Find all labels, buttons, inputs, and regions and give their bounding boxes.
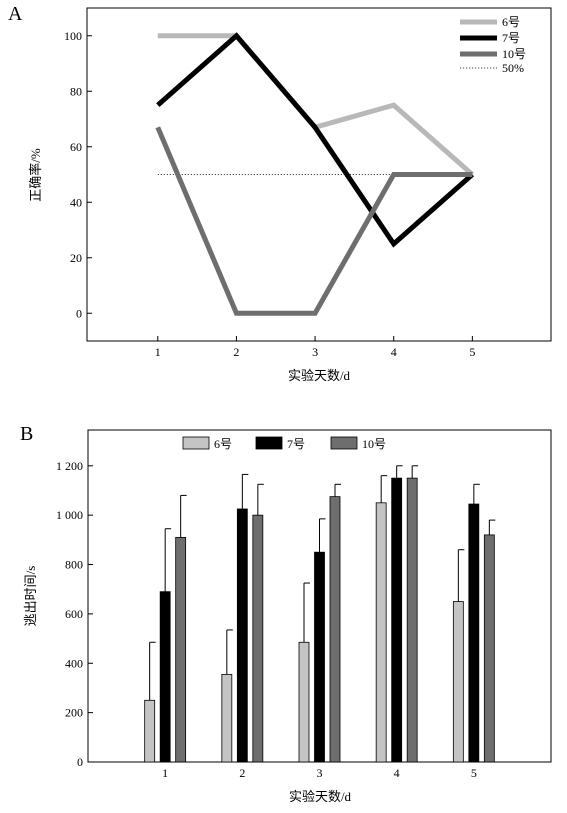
legend-swatch <box>182 436 210 450</box>
x-tick-label: 2 <box>239 766 245 780</box>
x-tick-label: 5 <box>471 766 477 780</box>
bar-series-1-day-5 <box>452 601 464 763</box>
series-line-3 <box>155 126 473 316</box>
chart-b-x-axis-label: 实验天数/d <box>289 789 352 804</box>
x-tick-label: 1 <box>162 766 168 780</box>
y-tick-label: 1 200 <box>56 459 83 473</box>
bar-series-3-day-1 <box>175 536 187 763</box>
bar-series-2-day-4 <box>391 477 403 763</box>
panel-b-label: B <box>20 423 33 445</box>
chart-a-x-axis-label: 实验天数/d <box>288 368 351 383</box>
bar-series-3-day-2 <box>252 514 264 763</box>
chart-a-frame <box>86 7 552 342</box>
x-tick-label: 5 <box>469 345 475 359</box>
legend-label: 6号 <box>214 437 232 451</box>
x-tick-label: 4 <box>391 345 397 359</box>
bar-series-3-day-4 <box>406 477 418 763</box>
x-tick-label: 3 <box>312 345 318 359</box>
y-tick-label: 800 <box>65 558 83 572</box>
chart-a-x-ticks: 1 2 3 4 5 <box>155 336 475 359</box>
legend-swatch <box>255 436 283 450</box>
series-line-1 <box>157 33 475 177</box>
legend-label: 10号 <box>362 437 386 451</box>
y-tick-label: 0 <box>76 306 82 320</box>
y-tick-label: 400 <box>65 656 83 670</box>
bar-series-2-day-1 <box>159 591 171 763</box>
chart-b-legend: 6号 7号 10号 <box>182 436 386 451</box>
y-tick-label: 200 <box>65 706 83 720</box>
legend-label: 10号 <box>502 47 526 61</box>
legend-label: 7号 <box>502 31 520 45</box>
legend-label: 6号 <box>502 15 520 29</box>
y-tick-label: 1 000 <box>56 508 83 522</box>
legend-swatch <box>330 436 358 450</box>
bar-series-2-day-3 <box>314 551 325 763</box>
chart-b-bars <box>144 465 496 763</box>
chart-b-y-ticks: 0 200 400 600 800 1 000 1 200 <box>56 459 93 769</box>
bar-series-1-day-2 <box>221 673 233 763</box>
y-tick-label: 600 <box>65 607 83 621</box>
legend-label-reference: 50% <box>502 61 524 75</box>
bar-series-2-day-5 <box>468 503 480 763</box>
y-tick-label: 100 <box>64 29 82 43</box>
x-tick-label: 3 <box>317 766 323 780</box>
chart-a-series-lines <box>155 32 475 316</box>
y-tick-label: 80 <box>70 84 82 98</box>
x-tick-label: 4 <box>394 766 400 780</box>
chart-a-y-ticks: 0 20 40 60 80 100 <box>64 29 92 320</box>
y-tick-label: 0 <box>77 755 83 769</box>
bar-series-1-day-3 <box>298 641 310 763</box>
y-tick-label: 20 <box>70 251 82 265</box>
bar-series-3-day-3 <box>329 496 341 763</box>
legend-label: 7号 <box>287 437 305 451</box>
bar-series-1-day-1 <box>144 699 156 763</box>
bar-series-1-day-4 <box>375 502 387 763</box>
chart-a-y-axis-label: 正确率/% <box>28 148 43 202</box>
series-line-2 <box>156 32 475 248</box>
y-tick-label: 60 <box>70 140 82 154</box>
bar-series-2-day-2 <box>236 508 248 763</box>
chart-b-y-axis-label: 逃出时间/s <box>23 566 38 627</box>
bar-series-3-day-5 <box>483 534 495 763</box>
x-tick-label: 1 <box>155 345 161 359</box>
x-tick-label: 2 <box>233 345 239 359</box>
y-tick-label: 40 <box>70 195 82 209</box>
panel-a-label: A <box>8 3 23 25</box>
